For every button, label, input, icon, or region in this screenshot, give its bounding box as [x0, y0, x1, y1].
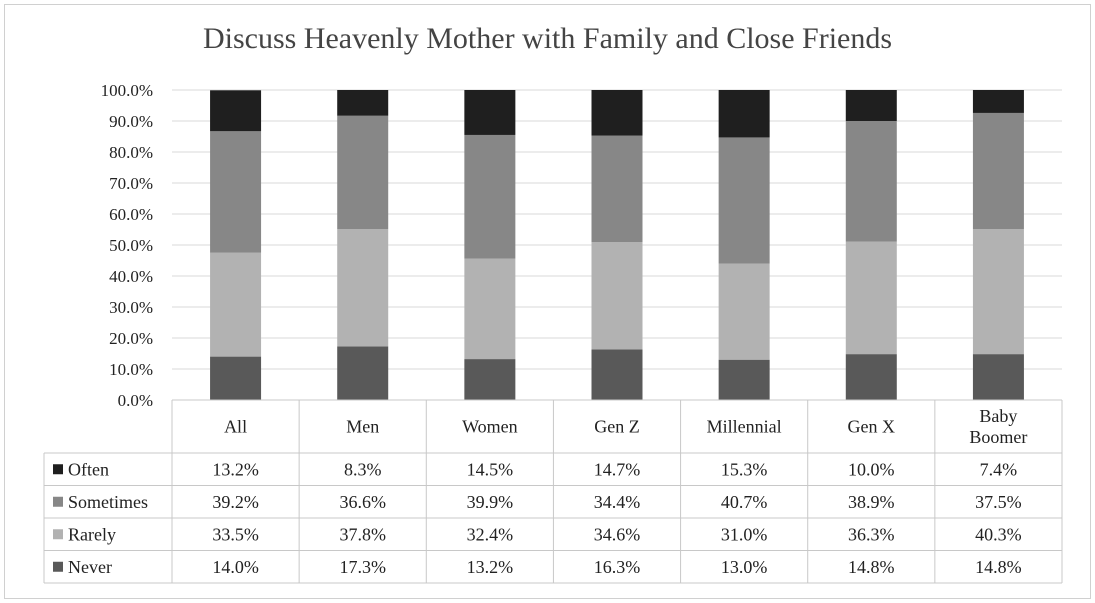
data-cell: 37.5%	[975, 492, 1022, 512]
bar-segment	[845, 90, 897, 121]
y-tick-label: 10.0%	[109, 360, 153, 379]
data-cell: 34.6%	[594, 524, 641, 544]
data-cell: 33.5%	[212, 524, 259, 544]
data-cell: 34.4%	[594, 492, 641, 512]
category-label: All	[224, 417, 247, 437]
legend-label: Never	[68, 557, 112, 577]
category-label: Men	[346, 417, 379, 437]
bar-segment	[337, 346, 389, 400]
data-cell: 14.5%	[467, 459, 514, 479]
y-tick-label: 60.0%	[109, 205, 153, 224]
bar-segment	[845, 241, 897, 355]
legend-key	[53, 529, 63, 540]
legend-label: Rarely	[68, 524, 116, 544]
category-label: Gen X	[848, 417, 896, 437]
data-cell: 13.2%	[212, 459, 259, 479]
y-tick-label: 90.0%	[109, 112, 153, 131]
data-cell: 17.3%	[339, 557, 386, 577]
bar-segment	[210, 356, 262, 400]
data-cell: 14.7%	[594, 459, 641, 479]
category-label: Boomer	[969, 427, 1027, 447]
data-cell: 8.3%	[344, 459, 382, 479]
data-cell: 14.8%	[848, 557, 895, 577]
y-tick-label: 80.0%	[109, 143, 153, 162]
data-cell: 16.3%	[594, 557, 641, 577]
bar-segment	[464, 359, 516, 400]
bar-segment	[591, 242, 643, 350]
data-cell: 38.9%	[848, 492, 895, 512]
bar-segment	[464, 134, 516, 259]
bar-segment	[845, 121, 897, 242]
bar-segment	[972, 229, 1024, 355]
category-label: Baby	[979, 406, 1017, 426]
data-cell: 15.3%	[721, 459, 768, 479]
bar-segment	[972, 112, 1024, 230]
bar-segment	[337, 115, 389, 230]
bar-segment	[718, 263, 770, 360]
y-tick-label: 100.0%	[101, 81, 153, 100]
bar-segment	[718, 137, 770, 264]
data-cell: 14.0%	[212, 557, 259, 577]
y-tick-label: 50.0%	[109, 236, 153, 255]
legend-key	[53, 561, 63, 572]
category-label: Gen Z	[594, 417, 639, 437]
y-tick-label: 0.0%	[118, 391, 153, 410]
category-label: Women	[462, 417, 518, 437]
bar-segment	[464, 258, 516, 360]
bar-segment	[845, 354, 897, 400]
bar-segment	[337, 90, 389, 116]
bar-segment	[972, 354, 1024, 400]
legend-key	[53, 496, 63, 507]
y-tick-label: 20.0%	[109, 329, 153, 348]
chart-title: Discuss Heavenly Mother with Family and …	[202, 22, 893, 55]
bar-segment	[210, 252, 262, 357]
bar-segment	[718, 90, 770, 138]
chart-frame	[4, 4, 1091, 599]
data-cell: 10.0%	[848, 459, 895, 479]
y-tick-label: 30.0%	[109, 298, 153, 317]
data-cell: 14.8%	[975, 557, 1022, 577]
data-cell: 39.9%	[467, 492, 514, 512]
bar-segment	[464, 90, 516, 135]
bar-segment	[591, 349, 643, 400]
bar-segment	[972, 90, 1024, 113]
category-label: Millennial	[707, 417, 782, 437]
data-cell: 13.2%	[467, 557, 514, 577]
bar-segment	[210, 90, 262, 132]
data-cell: 36.3%	[848, 524, 895, 544]
y-tick-label: 40.0%	[109, 267, 153, 286]
data-cell: 13.0%	[721, 557, 768, 577]
bar-segment	[591, 135, 643, 243]
bar-segment	[718, 359, 770, 400]
data-cell: 37.8%	[339, 524, 386, 544]
data-cell: 40.7%	[721, 492, 768, 512]
legend-key	[53, 464, 63, 475]
legend-label: Sometimes	[68, 492, 148, 512]
data-cell: 40.3%	[975, 524, 1022, 544]
data-cell: 7.4%	[980, 459, 1018, 479]
data-cell: 32.4%	[467, 524, 514, 544]
legend-label: Often	[68, 459, 109, 479]
bar-segment	[337, 229, 389, 347]
bar-segment	[591, 90, 643, 136]
data-cell: 36.6%	[339, 492, 386, 512]
data-cell: 39.2%	[212, 492, 259, 512]
bar-segment	[210, 131, 262, 253]
data-cell: 31.0%	[721, 524, 768, 544]
y-tick-label: 70.0%	[109, 174, 153, 193]
